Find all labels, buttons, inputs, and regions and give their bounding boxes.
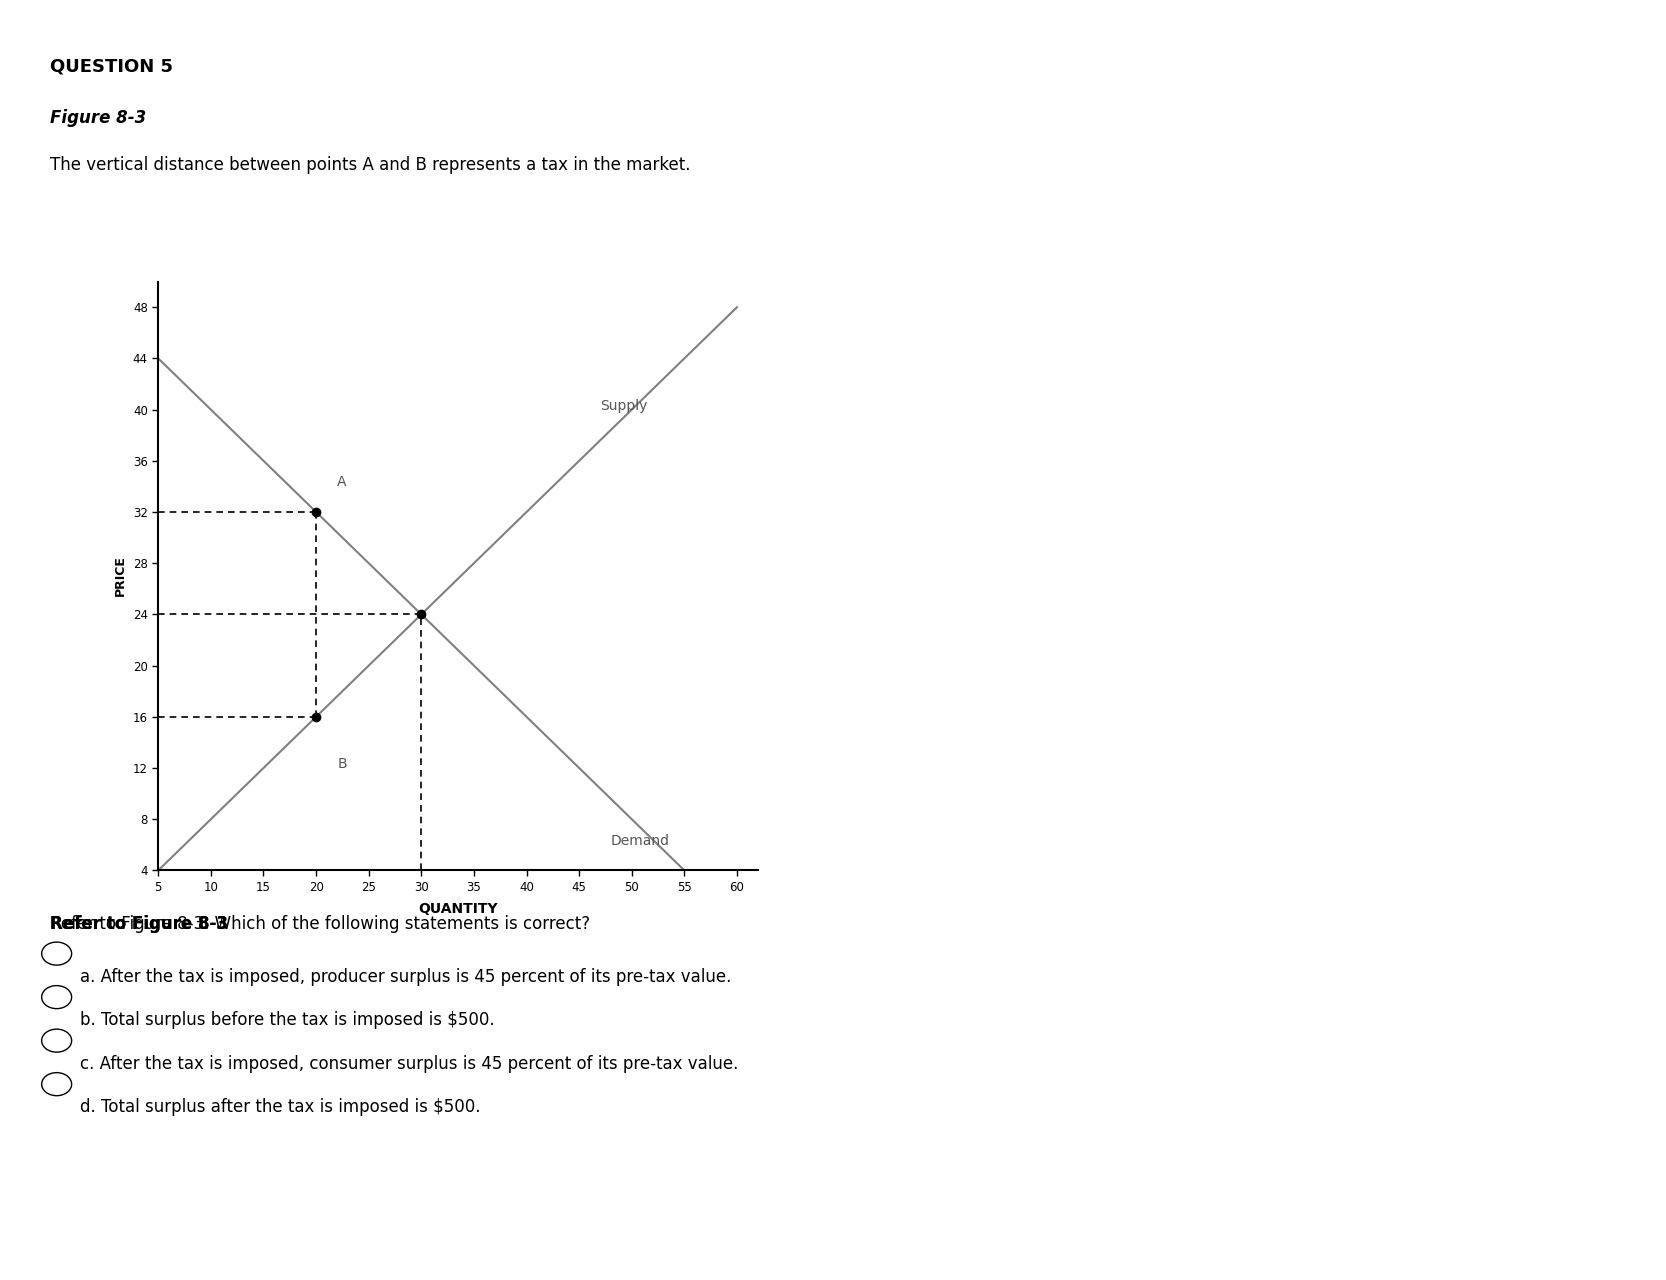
Text: Refer to Figure 8-3. Which of the following statements is correct?: Refer to Figure 8-3. Which of the follow…	[50, 915, 590, 933]
Text: B: B	[337, 756, 347, 771]
Text: A: A	[337, 475, 347, 489]
X-axis label: QUANTITY: QUANTITY	[418, 902, 498, 916]
Text: b. Total surplus before the tax is imposed is $500.: b. Total surplus before the tax is impos…	[80, 1011, 495, 1029]
Text: Figure 8-3: Figure 8-3	[50, 109, 147, 127]
Text: The vertical distance between points A and B represents a tax in the market.: The vertical distance between points A a…	[50, 156, 690, 174]
Text: QUESTION 5: QUESTION 5	[50, 58, 173, 76]
Text: Demand: Demand	[611, 833, 670, 847]
Text: d. Total surplus after the tax is imposed is $500.: d. Total surplus after the tax is impose…	[80, 1098, 480, 1116]
Text: Supply: Supply	[600, 398, 648, 412]
Text: Refer to Figure 8-3: Refer to Figure 8-3	[50, 915, 228, 933]
Text: a. After the tax is imposed, producer surplus is 45 percent of its pre-tax value: a. After the tax is imposed, producer su…	[80, 968, 731, 986]
Text: Refer to Figure 8-3: Refer to Figure 8-3	[50, 915, 228, 933]
Text: c. After the tax is imposed, consumer surplus is 45 percent of its pre-tax value: c. After the tax is imposed, consumer su…	[80, 1055, 738, 1073]
Text: Refer to Figure 8-3. Which of the following statements is correct?: Refer to Figure 8-3. Which of the follow…	[50, 915, 590, 933]
Y-axis label: PRICE: PRICE	[115, 556, 127, 596]
